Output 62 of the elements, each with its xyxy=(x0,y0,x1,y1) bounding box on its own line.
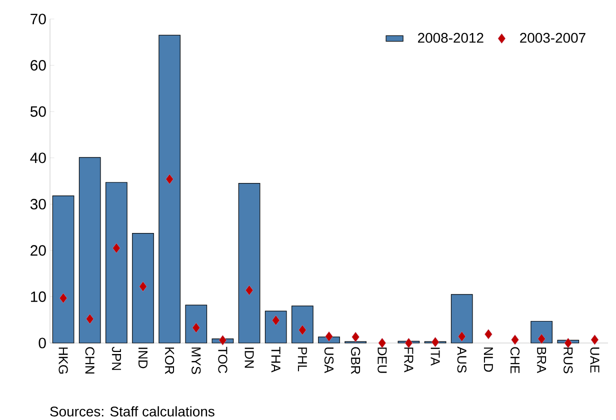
x-tick-label: TOC xyxy=(218,346,228,374)
point xyxy=(112,242,120,254)
point xyxy=(86,314,94,324)
y-tick-label: 10 xyxy=(31,291,46,302)
legend-label: 2008-2012 xyxy=(418,32,484,43)
point xyxy=(484,329,492,340)
bar xyxy=(185,304,208,344)
x-tick-label: DEU xyxy=(378,348,387,373)
point xyxy=(245,285,254,296)
bar xyxy=(530,320,553,344)
bar xyxy=(292,306,314,344)
x-tick-label: AUS xyxy=(457,346,466,373)
y-tick-label: 0 xyxy=(38,338,46,348)
x-tick-label: JPN xyxy=(112,346,121,370)
y-tick-label: 70 xyxy=(30,14,46,24)
point xyxy=(590,334,599,345)
x-tick-label: ITA xyxy=(430,348,440,366)
bar xyxy=(132,233,154,344)
point xyxy=(404,338,413,348)
bar xyxy=(158,34,181,344)
point xyxy=(272,315,280,326)
x-tick-label: FRA xyxy=(404,348,414,372)
point xyxy=(139,281,147,292)
bar xyxy=(264,310,287,344)
y-tick-label: 40 xyxy=(30,152,46,164)
bar xyxy=(52,196,74,344)
y-tick-label: 30 xyxy=(30,198,46,210)
bar xyxy=(78,157,101,344)
point xyxy=(564,338,572,348)
point xyxy=(511,334,519,345)
legend-label: 2003-2007 xyxy=(520,32,586,43)
x-tick-label: IND xyxy=(138,348,148,368)
x-tick-label: IDN xyxy=(244,348,254,368)
point xyxy=(352,332,360,342)
x-tick-label: USA xyxy=(324,348,334,374)
x-tick-label: BRA xyxy=(537,348,546,374)
x-tick-label: NLD xyxy=(484,348,493,372)
x-tick-label: HKG xyxy=(58,348,68,374)
point xyxy=(166,174,174,184)
bar xyxy=(106,182,128,344)
point xyxy=(59,292,68,304)
point xyxy=(538,334,546,344)
x-tick-label: GBR xyxy=(350,347,360,374)
y-tick-label: 20 xyxy=(30,245,46,256)
x-tick-label: MYS xyxy=(192,348,201,374)
x-tick-label: THA xyxy=(271,346,280,372)
point xyxy=(458,331,466,342)
bar xyxy=(450,294,473,344)
point xyxy=(378,338,386,348)
y-tick-label: 60 xyxy=(30,60,46,71)
bar xyxy=(238,183,260,344)
source-note: Sources: Staff calculations xyxy=(50,406,214,416)
y-tick-label: 50 xyxy=(30,106,46,117)
point xyxy=(325,331,333,342)
x-tick-label: KOR xyxy=(164,348,174,374)
point xyxy=(218,335,227,346)
x-tick-label: CHE xyxy=(510,347,520,374)
x-tick-label: PHL xyxy=(298,348,307,372)
x-tick-label: CHN xyxy=(85,347,94,374)
x-tick-label: RUS xyxy=(564,348,573,374)
point xyxy=(431,336,440,348)
x-tick-label: UAE xyxy=(590,348,600,373)
